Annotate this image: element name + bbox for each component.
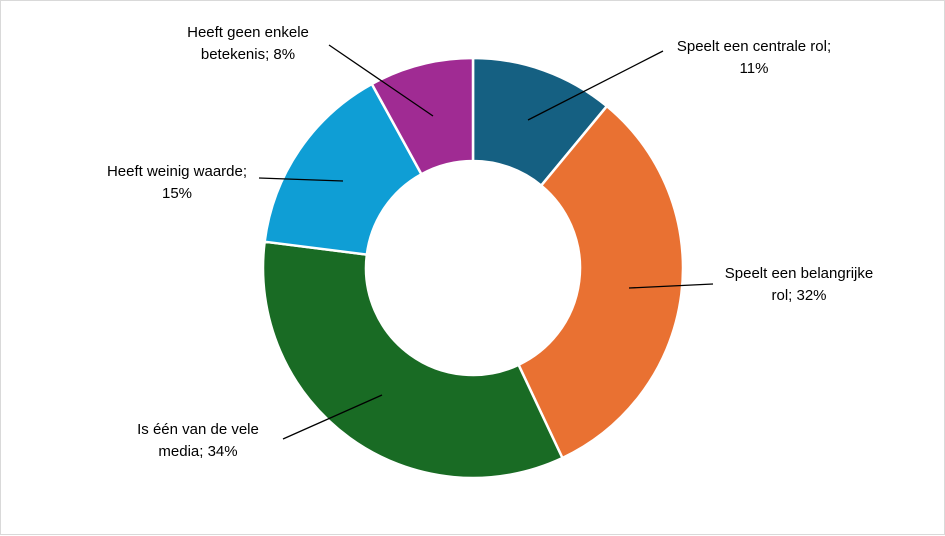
data-label-1-line-2: 11% [740, 60, 769, 77]
donut-slice-5 [370, 56, 475, 176]
data-label-1-line-1: Speelt een centrale rol; [677, 38, 831, 55]
data-label-5-line-2: betekenis; 8% [201, 46, 295, 63]
data-label-2-line-2: rol; 32% [771, 287, 826, 304]
leader-lines-group [258, 44, 714, 440]
data-label-3: Is één van de vele media; 34% [137, 421, 259, 460]
donut-slice-3 [261, 240, 565, 480]
data-label-5: Heeft geen enkele betekenis; 8% [187, 24, 309, 63]
data-label-5-line-1: Heeft geen enkele [187, 24, 309, 41]
data-label-1: Speelt een centrale rol; 11% [677, 38, 831, 77]
leader-line-5 [328, 44, 434, 117]
leader-line-4 [258, 177, 344, 182]
data-label-4-line-2: 15% [162, 185, 192, 202]
slices-group [261, 56, 685, 480]
data-label-4-line-1: Heeft weinig waarde; [107, 163, 247, 180]
data-label-2-line-1: Speelt een belangrijke [725, 265, 873, 282]
leader-line-1 [527, 50, 664, 121]
data-label-2: Speelt een belangrijke rol; 32% [725, 265, 873, 304]
labels-group: Speelt een centrale rol; 11% Speelt een be… [107, 24, 873, 460]
donut-slice-2 [516, 104, 685, 460]
data-label-3-line-1: Is één van de vele [137, 421, 259, 438]
leader-line-3 [282, 394, 383, 440]
donut-slice-4 [263, 82, 424, 256]
data-label-4: Heeft weinig waarde; 15% [107, 163, 247, 202]
leader-line-2 [628, 283, 714, 289]
data-label-3-line-2: media; 34% [158, 443, 237, 460]
